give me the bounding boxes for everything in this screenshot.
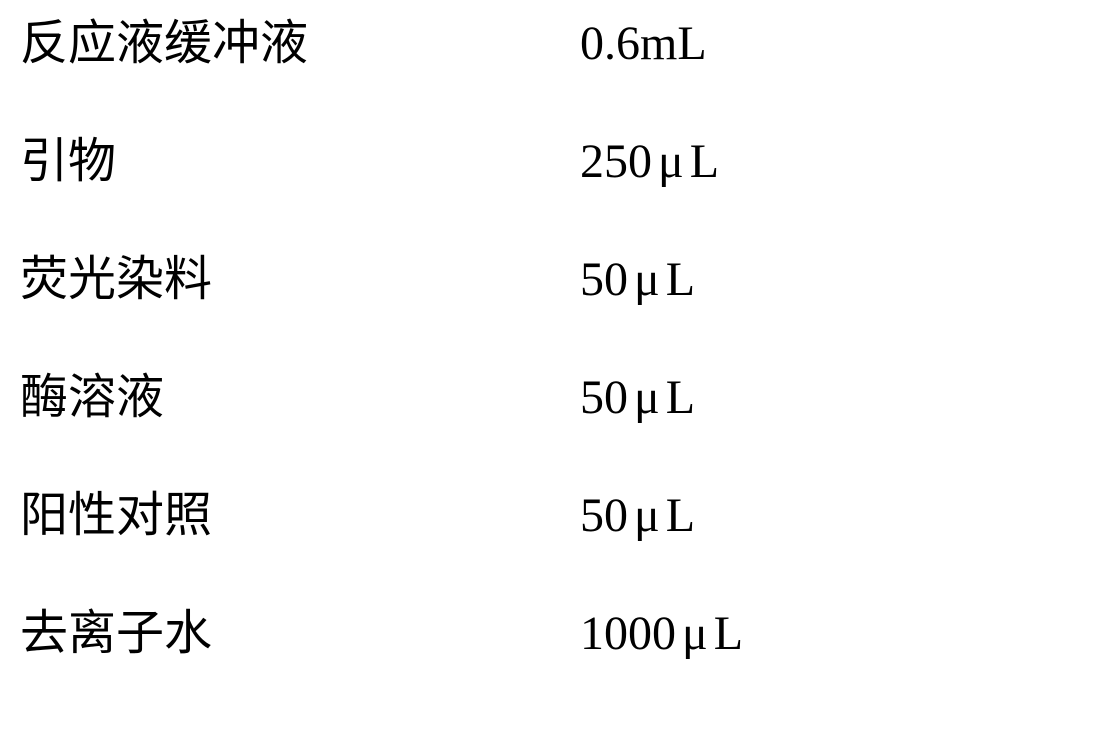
- value-unit: L: [666, 489, 695, 542]
- reagent-label: 荧光染料: [20, 256, 580, 304]
- value-number: 50: [580, 371, 628, 424]
- value-number: 50: [580, 489, 628, 542]
- reagent-value: 1000μL: [580, 610, 743, 658]
- table-row: 阳性对照 50μL: [20, 492, 1110, 610]
- value-number: 1000: [580, 607, 676, 660]
- reagent-value: 50μL: [580, 374, 695, 422]
- micro-symbol: μ: [628, 371, 666, 424]
- value-unit: L: [666, 371, 695, 424]
- reagent-value: 0.6mL: [580, 20, 707, 68]
- reagent-label: 反应液缓冲液: [20, 20, 580, 68]
- table-row: 引物 250μL: [20, 138, 1110, 256]
- micro-symbol: μ: [676, 607, 714, 660]
- value-unit: L: [666, 253, 695, 306]
- reagent-value: 250μL: [580, 138, 719, 186]
- reagent-table: 反应液缓冲液 0.6mL 引物 250μL 荧光染料 50μL 酶溶液 50μL…: [0, 0, 1110, 729]
- reagent-label: 阳性对照: [20, 492, 580, 540]
- value-number: 50: [580, 253, 628, 306]
- table-row: 去离子水 1000μL: [20, 610, 1110, 728]
- value-unit: L: [690, 135, 719, 188]
- reagent-label: 去离子水: [20, 610, 580, 658]
- table-row: 荧光染料 50μL: [20, 256, 1110, 374]
- reagent-label: 引物: [20, 138, 580, 186]
- micro-symbol: μ: [628, 489, 666, 542]
- table-row: 反应液缓冲液 0.6mL: [20, 20, 1110, 138]
- micro-symbol: μ: [652, 135, 690, 188]
- value-number: 250: [580, 135, 652, 188]
- reagent-label: 酶溶液: [20, 374, 580, 422]
- value-unit: L: [714, 607, 743, 660]
- reagent-value: 50μL: [580, 256, 695, 304]
- reagent-value: 50μL: [580, 492, 695, 540]
- table-row: 酶溶液 50μL: [20, 374, 1110, 492]
- micro-symbol: μ: [628, 253, 666, 306]
